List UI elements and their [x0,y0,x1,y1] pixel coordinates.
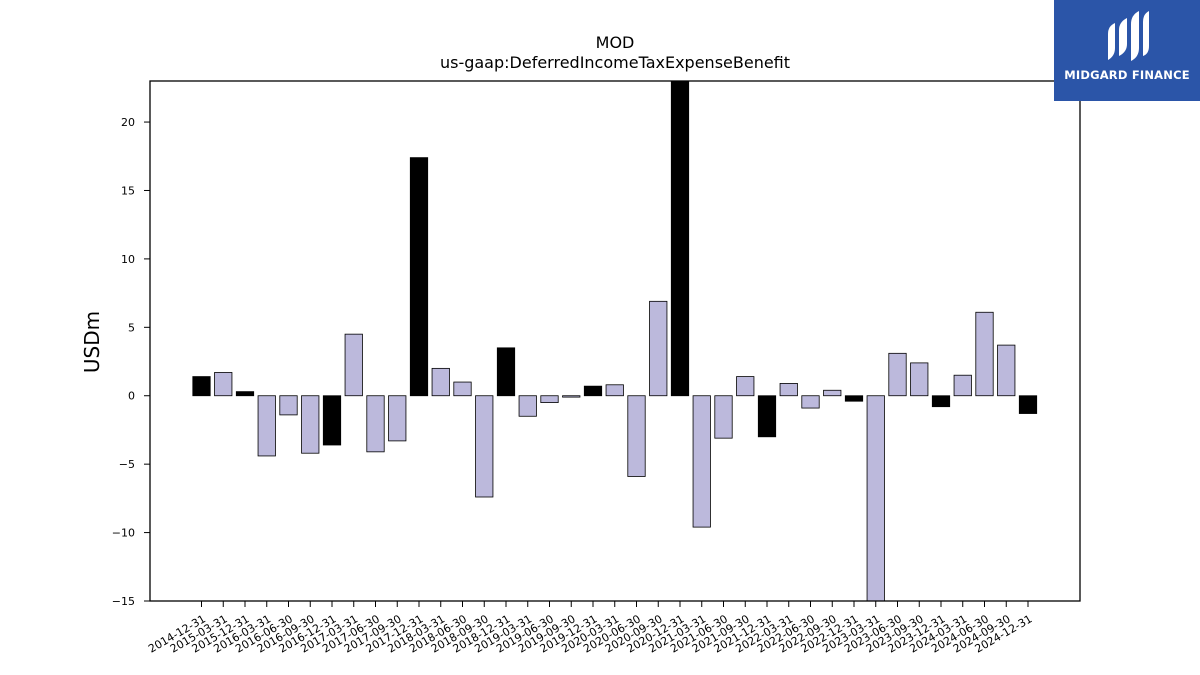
bar-2019-12-31 [583,385,603,397]
plot-frame [149,80,1081,602]
y-tick-label: 20 [121,116,135,129]
bar-2019-06-30 [540,395,559,403]
y-tick-label: −10 [112,527,135,540]
bar-2022-09-30 [823,389,842,397]
y-tick-label: −15 [112,595,135,608]
bar-2018-09-30 [475,395,494,498]
midgard-finance-logo: MIDGARD FINANCE [1054,0,1200,101]
chart-subtitle: us-gaap:DeferredIncomeTaxExpenseBenefit [440,53,790,72]
y-axis: −15 −10 −5 0 5 10 15 20 [112,116,150,608]
bar-2022-03-31 [779,383,798,397]
bar-2023-12-31 [931,395,951,408]
chart-title: MOD [596,33,635,52]
bar-2016-12-31 [322,395,342,446]
bar-2020-03-31 [605,384,624,397]
bar-2018-03-31 [431,367,450,397]
bar-2016-03-31 [257,395,276,457]
y-tick-label: 0 [128,390,135,403]
bar-2021-06-30 [714,395,733,439]
y-axis-label: USDm [80,311,104,373]
logo-text: MIDGARD FINANCE [1064,68,1190,82]
y-tick-label: −5 [119,458,135,471]
bar-2017-09-30 [388,395,407,442]
bar-2022-06-30 [801,395,820,409]
bar-2019-09-30 [562,395,581,398]
bar-2024-12-31 [1018,395,1038,414]
bar-2023-09-30 [910,362,929,397]
bar-2021-12-31 [757,395,777,438]
bar-2019-03-31 [518,395,537,417]
bar-2024-06-30 [975,311,994,397]
bar-2020-06-30 [627,395,646,477]
bar-2018-12-31 [496,347,516,397]
bar-2016-06-30 [279,395,298,416]
y-tick-label: 10 [121,253,135,266]
bar-2015-12-31 [235,391,255,397]
midgard-logo-icon [1108,11,1149,61]
bar-2024-03-31 [953,374,972,397]
bar-2024-09-30 [997,344,1016,397]
bar-2020-12-31 [670,80,690,397]
bar-2021-03-31 [692,395,711,528]
y-tick-label: 15 [121,184,135,197]
bar-2023-03-31 [866,395,885,602]
bar-2017-12-31 [409,157,429,397]
y-tick-label: 5 [128,321,135,334]
bar-2018-06-30 [453,381,472,397]
bar-2023-06-30 [888,352,907,397]
x-axis: 2014-12-312015-03-312015-12-312016-03-31… [146,601,1035,656]
bar-2015-03-31 [214,372,233,397]
bars-group [192,80,1038,602]
bar-2021-09-30 [736,376,755,397]
bar-2022-12-31 [844,395,864,402]
bar-2017-06-30 [366,395,385,453]
bar-2014-12-31 [192,376,211,397]
bar-2017-03-31 [344,333,363,397]
bar-2020-09-30 [649,300,668,397]
bar-2016-09-30 [301,395,320,454]
